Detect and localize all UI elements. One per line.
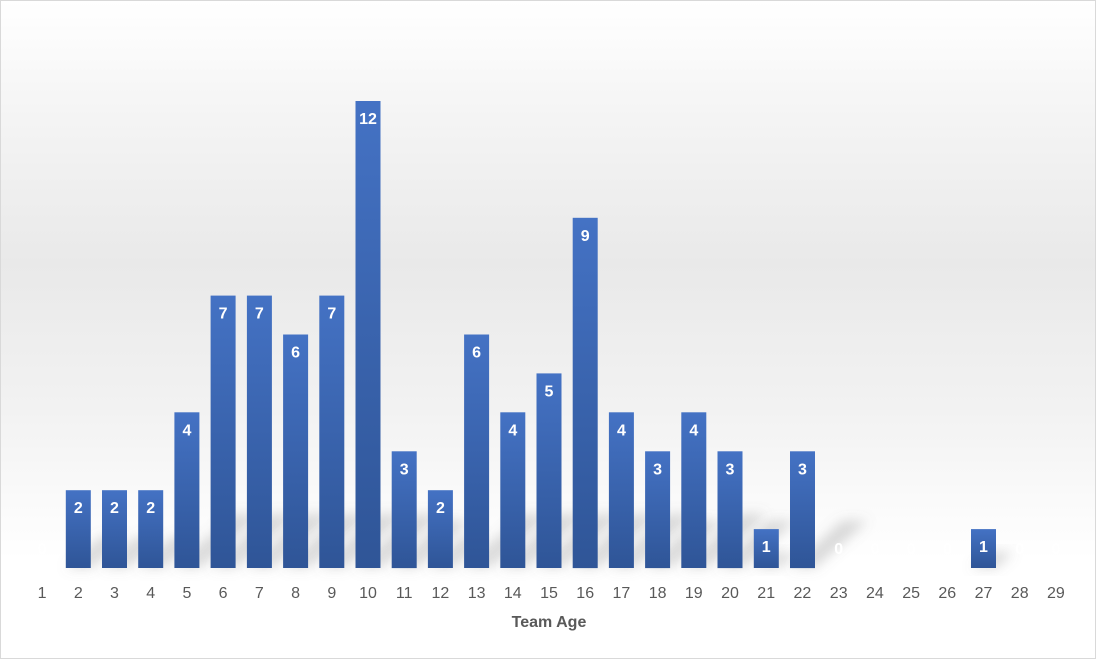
bar-17 xyxy=(608,412,634,568)
x-tick-label-27: 27 xyxy=(975,585,993,602)
bar-15 xyxy=(536,373,562,568)
x-tick-label-13: 13 xyxy=(468,585,486,602)
x-tick-label-26: 26 xyxy=(938,585,956,602)
data-label-27: 1 xyxy=(979,539,988,556)
bar-8 xyxy=(283,334,309,568)
x-tick-label-4: 4 xyxy=(146,585,155,602)
x-tick-label-14: 14 xyxy=(504,585,522,602)
x-tick-label-11: 11 xyxy=(396,585,413,602)
data-label-7: 7 xyxy=(255,306,264,323)
x-axis-title: Team Age xyxy=(512,614,587,631)
x-tick-label-6: 6 xyxy=(219,585,228,602)
data-label-29: 0 xyxy=(1051,541,1060,558)
data-label-9: 7 xyxy=(327,306,336,323)
x-tick-label-29: 29 xyxy=(1047,585,1065,602)
data-label-21: 1 xyxy=(762,539,771,556)
x-tick-label-15: 15 xyxy=(540,585,558,602)
x-tick-label-9: 9 xyxy=(327,585,336,602)
data-label-26: 0 xyxy=(943,541,952,558)
bar-12 xyxy=(427,490,453,568)
data-label-8: 6 xyxy=(291,345,300,362)
bar-2 xyxy=(65,490,91,568)
data-label-23: 0 xyxy=(834,541,843,558)
x-tick-label-7: 7 xyxy=(255,585,264,602)
data-label-3: 2 xyxy=(110,500,119,517)
bars-group xyxy=(65,101,996,569)
data-label-24: 0 xyxy=(870,541,879,558)
data-label-19: 4 xyxy=(689,422,698,439)
x-tick-label-23: 23 xyxy=(830,585,848,602)
x-tick-label-8: 8 xyxy=(291,585,300,602)
data-label-12: 2 xyxy=(436,500,445,517)
x-tick-label-24: 24 xyxy=(866,585,884,602)
data-label-14: 4 xyxy=(508,422,517,439)
x-tick-label-21: 21 xyxy=(757,585,775,602)
bar-21 xyxy=(753,529,779,568)
bar-19 xyxy=(681,412,707,568)
data-label-10: 12 xyxy=(359,111,377,128)
bar-13 xyxy=(464,334,490,568)
x-tick-label-17: 17 xyxy=(613,585,631,602)
bar-3 xyxy=(102,490,127,568)
data-label-20: 3 xyxy=(726,461,735,478)
bar-5 xyxy=(174,412,200,568)
data-label-22: 3 xyxy=(798,461,807,478)
x-tick-label-25: 25 xyxy=(902,585,920,602)
x-tick-label-28: 28 xyxy=(1011,585,1029,602)
data-label-16: 9 xyxy=(581,228,590,245)
data-label-1: 0 xyxy=(38,541,47,558)
bar-14 xyxy=(500,412,526,568)
x-tick-label-5: 5 xyxy=(182,585,191,602)
data-label-15: 5 xyxy=(545,383,554,400)
data-label-6: 7 xyxy=(219,306,228,323)
bar-16 xyxy=(572,217,598,569)
bar-22 xyxy=(790,451,815,569)
bar-20 xyxy=(717,451,743,569)
bar-27 xyxy=(971,529,996,568)
x-tick-label-10: 10 xyxy=(359,585,377,602)
x-tick-label-1: 1 xyxy=(38,585,47,602)
bar-4 xyxy=(138,490,164,568)
bar-7 xyxy=(246,295,272,568)
data-label-2: 2 xyxy=(74,500,83,517)
x-tick-label-3: 3 xyxy=(110,585,119,602)
data-label-18: 3 xyxy=(653,461,662,478)
data-label-5: 4 xyxy=(182,422,191,439)
bar-18 xyxy=(645,451,671,569)
data-label-11: 3 xyxy=(400,461,409,478)
x-axis-ticks: 1 2 3 4 5 6 7 8 9 10 11 12 13 14 15 16 17 18 19 20 21 22 23 24 2… xyxy=(38,585,1065,602)
data-label-17: 4 xyxy=(617,422,626,439)
data-labels-group: 0 2 2 2 4 7 7 6 7 12 3 2 6 4 5 9 4 3 4 3 1 3 0 0 0 0 1 0 0 xyxy=(38,111,1061,558)
x-tick-label-16: 16 xyxy=(576,585,594,602)
x-tick-label-20: 20 xyxy=(721,585,739,602)
x-tick-label-2: 2 xyxy=(74,585,83,602)
bar-9 xyxy=(319,295,345,568)
data-label-13: 6 xyxy=(472,345,481,362)
bar-10 xyxy=(355,101,381,568)
data-label-4: 2 xyxy=(146,500,155,517)
data-label-28: 0 xyxy=(1015,541,1024,558)
bar-6 xyxy=(210,295,236,568)
x-tick-label-12: 12 xyxy=(432,585,450,602)
bar-11 xyxy=(391,451,417,569)
x-tick-label-18: 18 xyxy=(649,585,667,602)
data-label-25: 0 xyxy=(907,541,916,558)
x-tick-label-19: 19 xyxy=(685,585,703,602)
x-tick-label-22: 22 xyxy=(794,585,812,602)
